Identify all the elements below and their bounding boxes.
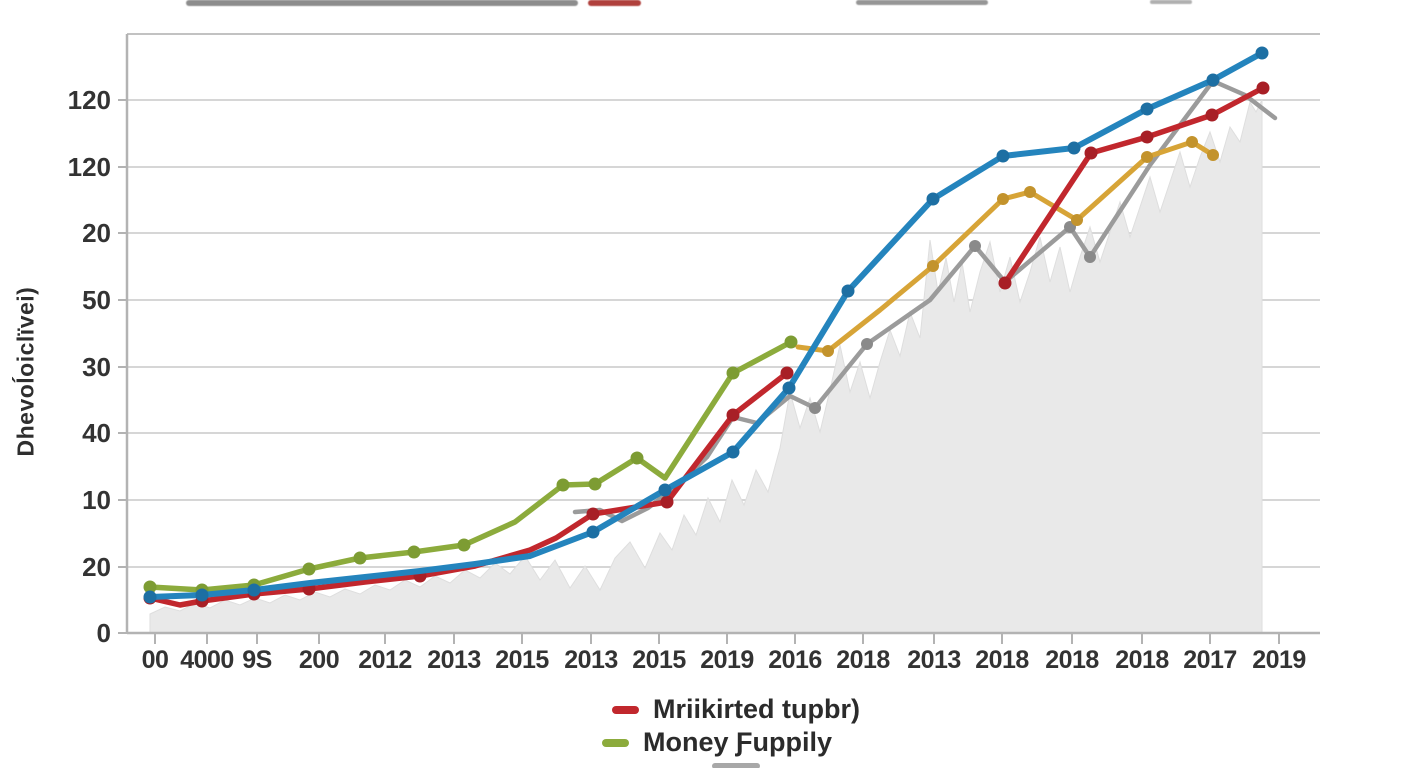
series-blue-point bbox=[247, 583, 261, 597]
x-tick-label: 2016 bbox=[768, 646, 822, 674]
series-blue-point bbox=[996, 149, 1010, 163]
money-supply-point bbox=[353, 551, 367, 565]
series-blue-point bbox=[658, 483, 672, 497]
series-orange-point bbox=[822, 345, 834, 357]
marketed-tupbr-point bbox=[1140, 130, 1154, 144]
series-blue-point bbox=[782, 381, 796, 395]
series-gray-point bbox=[969, 240, 981, 252]
series-gray-point bbox=[861, 338, 873, 350]
marketed-tupbr-point bbox=[1205, 108, 1219, 122]
money-supply-point bbox=[556, 478, 570, 492]
marketed-tupbr-point bbox=[780, 366, 794, 380]
y-tick-label: 120 bbox=[68, 152, 111, 182]
x-tick-label: 2013 bbox=[427, 646, 481, 674]
money-supply-point bbox=[407, 545, 421, 559]
series-orange-point bbox=[997, 193, 1009, 205]
series-blue-point bbox=[1206, 73, 1220, 87]
x-tick-label: 2012 bbox=[358, 646, 412, 674]
y-tick-label: 20 bbox=[82, 552, 111, 582]
series-orange-point bbox=[1141, 151, 1153, 163]
marketed-tupbr-point bbox=[1084, 146, 1098, 160]
series-blue-point bbox=[1067, 141, 1081, 155]
marketed-tupbr-point bbox=[726, 408, 740, 422]
legend-item-money-supply: Money Ƒuppily bbox=[602, 727, 832, 758]
cropped-top-text-artifact bbox=[1150, 0, 1192, 4]
marketed-tupbr-point bbox=[998, 276, 1012, 290]
series-orange-point bbox=[1186, 136, 1198, 148]
x-tick-label: 00 bbox=[142, 646, 169, 674]
marketed-tupbr-point bbox=[1256, 81, 1270, 95]
series-blue-point bbox=[1140, 102, 1154, 116]
x-tick-label: 200 bbox=[299, 646, 339, 674]
series-orange-point bbox=[1071, 214, 1083, 226]
y-tick-label: 0 bbox=[97, 618, 111, 648]
cropped-top-text-artifact-red bbox=[588, 0, 641, 6]
cropped-top-text-artifact bbox=[856, 0, 988, 5]
x-tick-label: 2019 bbox=[1252, 646, 1306, 674]
money-supply-point bbox=[784, 335, 798, 349]
shaded-area bbox=[149, 99, 1263, 634]
x-tick-label: 9S bbox=[242, 646, 272, 674]
x-tick-label: 2015 bbox=[632, 646, 686, 674]
y-tick-label: 10 bbox=[82, 485, 111, 515]
series-orange-point bbox=[927, 260, 939, 272]
series-blue-point bbox=[195, 588, 209, 602]
y-axis-ticks: 120 120 20 50 30 40 10 20 0 bbox=[68, 85, 127, 648]
x-tick-label: 2018 bbox=[975, 646, 1029, 674]
x-tick-label: 2018 bbox=[1115, 646, 1169, 674]
legend-item-marketed-tupbr: Mriikirted tupbr) bbox=[612, 694, 860, 725]
cropped-top-text-artifact bbox=[186, 0, 578, 6]
marketed-tupbr-point bbox=[660, 495, 674, 509]
x-tick-label: 2013 bbox=[907, 646, 961, 674]
x-tick-label: 2019 bbox=[700, 646, 754, 674]
series-orange-line bbox=[795, 136, 1219, 357]
series-blue-point bbox=[926, 192, 940, 206]
series-blue-point bbox=[1255, 46, 1269, 60]
x-tick-label: 2018 bbox=[1045, 646, 1099, 674]
money-supply-point bbox=[726, 366, 740, 380]
series-blue-line bbox=[143, 46, 1269, 604]
money-supply-point bbox=[143, 580, 157, 594]
axes bbox=[125, 34, 1320, 635]
y-tick-label: 50 bbox=[82, 285, 111, 315]
series-gray-point bbox=[1084, 251, 1096, 263]
series-orange-point bbox=[1207, 149, 1219, 161]
marketed-tupbr-point bbox=[586, 507, 600, 521]
legend-swatch-green bbox=[602, 738, 629, 747]
series-gray-point bbox=[809, 402, 821, 414]
x-tick-label: 2018 bbox=[836, 646, 890, 674]
x-tick-label: 2013 bbox=[564, 646, 618, 674]
y-tick-label: 40 bbox=[82, 418, 111, 448]
legend-label: Mriikirted tupbr) bbox=[653, 694, 860, 724]
x-tick-label: 2015 bbox=[495, 646, 549, 674]
y-tick-label: 20 bbox=[82, 218, 111, 248]
y-tick-label: 120 bbox=[68, 85, 111, 115]
cropped-legend-item-artifact bbox=[712, 763, 760, 768]
series-blue-point bbox=[586, 525, 600, 539]
money-supply-point bbox=[588, 477, 602, 491]
x-tick-label: 4000 bbox=[180, 646, 234, 674]
series-blue-point bbox=[726, 445, 740, 459]
money-supply-point bbox=[457, 538, 471, 552]
x-axis-ticks: 00 4000 9S 200 2012 2013 2015 2013 2015 2019 2016 2… bbox=[142, 633, 1306, 674]
money-supply-line bbox=[143, 335, 798, 597]
legend-swatch-red bbox=[612, 705, 639, 714]
series-orange-point bbox=[1024, 186, 1036, 198]
money-supply-point bbox=[302, 562, 316, 576]
series-blue-point bbox=[143, 590, 157, 604]
money-supply-point bbox=[630, 451, 644, 465]
x-tick-label: 2017 bbox=[1183, 646, 1237, 674]
y-tick-label: 30 bbox=[82, 352, 111, 382]
series-blue-point bbox=[841, 284, 855, 298]
legend-label: Money Ƒuppily bbox=[643, 727, 832, 757]
